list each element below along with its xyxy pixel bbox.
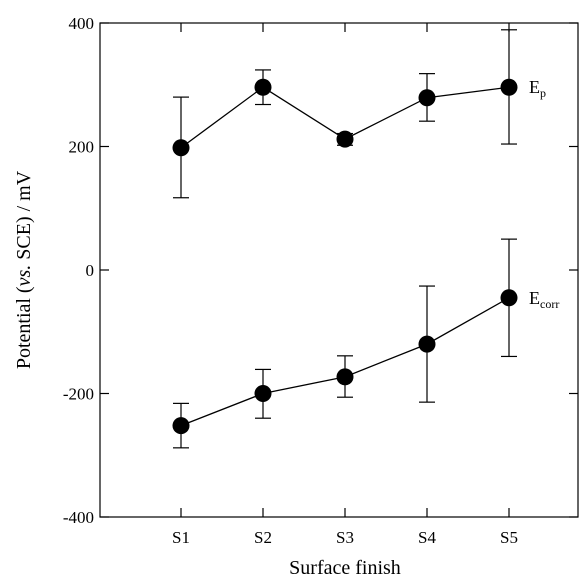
series-1: Ep bbox=[172, 29, 546, 199]
x-tick-label: S1 bbox=[172, 528, 190, 547]
data-point bbox=[172, 417, 190, 435]
series-label-subscript: corr bbox=[540, 297, 559, 311]
y-tick-label: -400 bbox=[63, 508, 94, 527]
x-ticks: S1 S2 S3 S4 S5 bbox=[172, 23, 518, 547]
data-point bbox=[500, 78, 518, 96]
x-tick-label: S5 bbox=[500, 528, 518, 547]
plot-frame bbox=[99, 22, 579, 518]
data-point bbox=[418, 335, 436, 353]
series-label-subscript: p bbox=[540, 86, 546, 100]
data-point bbox=[500, 289, 518, 307]
y-tick-label: 400 bbox=[69, 14, 95, 33]
y-tick-label: 200 bbox=[69, 138, 95, 157]
series-label: Ep bbox=[529, 77, 546, 100]
x-tick-label: S2 bbox=[254, 528, 272, 547]
series-label-main: E bbox=[529, 77, 540, 97]
data-point bbox=[336, 130, 354, 148]
y-ticks: -400 -200 0 200 400 bbox=[63, 14, 578, 527]
data-point bbox=[254, 78, 272, 96]
y-tick-label: 0 bbox=[86, 261, 95, 280]
data-point bbox=[336, 368, 354, 386]
data-point bbox=[418, 89, 436, 107]
y-tick-label: -200 bbox=[63, 385, 94, 404]
y-axis-label-before: Potential ( bbox=[13, 286, 35, 369]
x-axis-label: Surface finish bbox=[289, 557, 401, 578]
y-axis-label-italic: vs. bbox=[13, 265, 35, 287]
x-tick-label: S3 bbox=[336, 528, 354, 547]
series-label-main: E bbox=[529, 288, 540, 308]
x-tick-label: S4 bbox=[418, 528, 436, 547]
data-point bbox=[172, 139, 190, 157]
y-axis-label-after: SCE) / mV bbox=[13, 170, 35, 264]
series-2: Ecorr bbox=[172, 238, 559, 449]
data-point bbox=[254, 385, 272, 402]
y-axis-label: Potential (vs. SCE) / mV bbox=[13, 170, 35, 369]
series-label: Ecorr bbox=[529, 288, 559, 311]
